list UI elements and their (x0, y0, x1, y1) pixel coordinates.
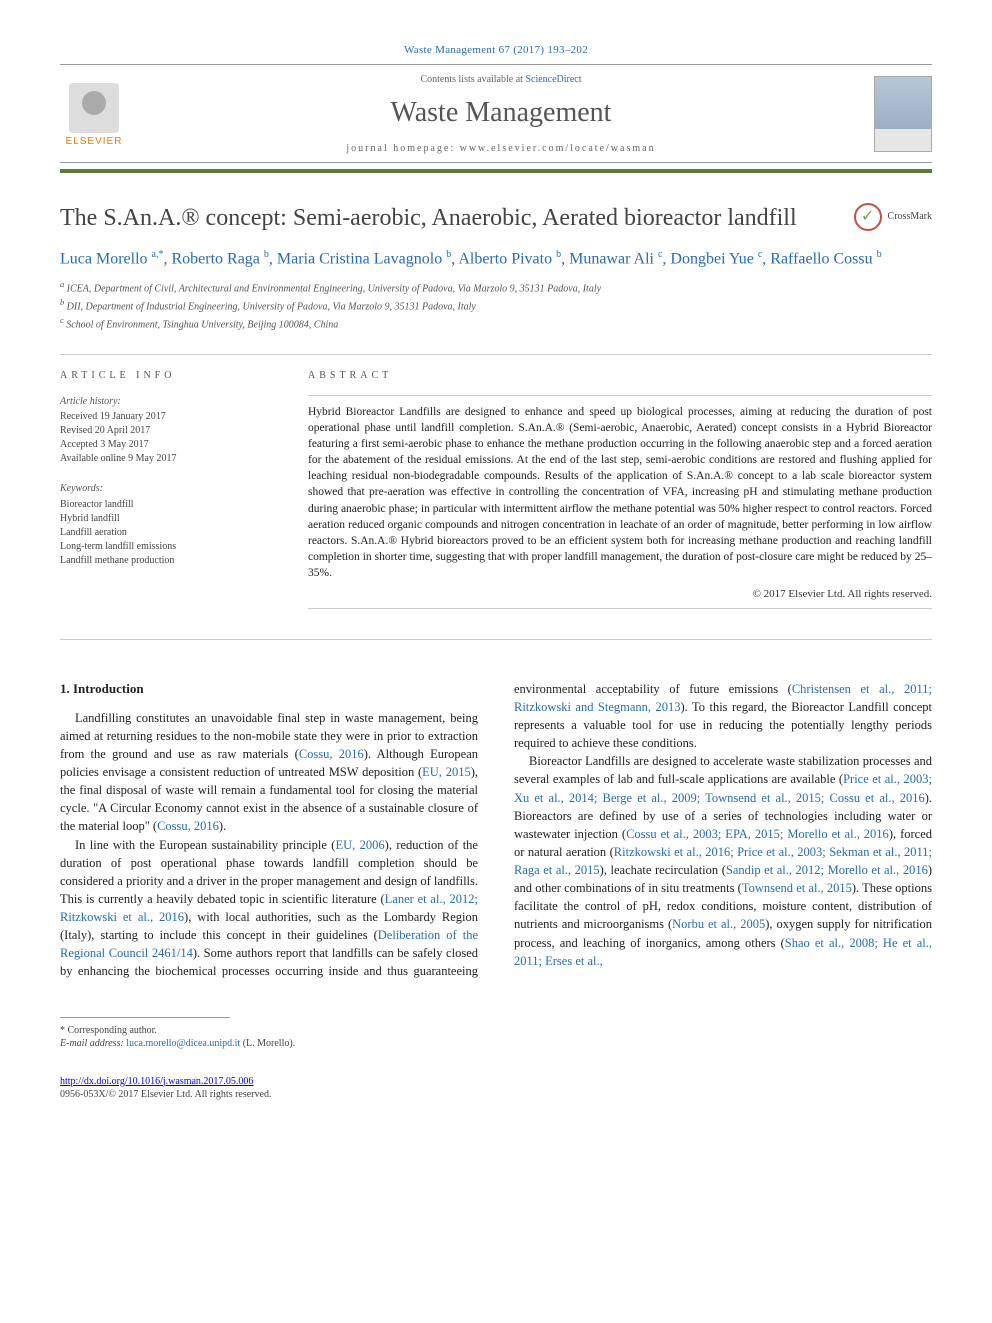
body-columns: 1. Introduction Landfilling constitutes … (60, 680, 932, 981)
section-heading-intro: 1. Introduction (60, 680, 478, 699)
ref-link[interactable]: Cossu, 2016 (299, 747, 364, 761)
intro-p1: Landfilling constitutes an unavoidable f… (60, 709, 478, 836)
ref-link[interactable]: Cossu, 2016 (157, 819, 219, 833)
crossmark-badge[interactable]: ✓ CrossMark (854, 203, 932, 231)
email-link[interactable]: luca.morello@dicea.unipd.it (126, 1038, 240, 1049)
accent-bar (60, 169, 932, 173)
elsevier-logo: ELSEVIER (60, 80, 128, 148)
email-label: E-mail address: (60, 1038, 126, 1049)
abstract-heading: ABSTRACT (308, 369, 932, 383)
corresponding-label: * Corresponding author. (60, 1024, 932, 1038)
ref-link[interactable]: Norbu et al., 2005 (672, 917, 765, 931)
journal-name: Waste Management (140, 94, 862, 132)
ref-link[interactable]: Sandip et al., 2012; Morello et al., 201… (726, 863, 928, 877)
corresponding-author-block: * Corresponding author. E-mail address: … (60, 1017, 932, 1051)
separator-body (60, 639, 932, 640)
intro-p3: Bioreactor Landfills are designed to acc… (514, 752, 932, 970)
ref-link[interactable]: Townsend et al., 2015 (742, 881, 852, 895)
crossmark-label: CrossMark (888, 210, 932, 224)
abstract-text: Hybrid Bioreactor Landfills are designed… (308, 404, 932, 581)
ref-link[interactable]: EU, 2015 (422, 765, 471, 779)
journal-homepage: journal homepage: www.elsevier.com/locat… (140, 142, 862, 156)
citation-line: Waste Management 67 (2017) 193–202 (404, 44, 588, 56)
affiliations: a ICEA, Department of Civil, Architectur… (60, 279, 932, 332)
elsevier-tree-icon (69, 83, 119, 133)
history-lines: Received 19 January 2017Revised 20 April… (60, 410, 260, 466)
contents-pre: Contents lists available at (420, 74, 525, 85)
journal-header: ELSEVIER Contents lists available at Sci… (60, 64, 932, 163)
journal-cover-thumb (874, 76, 932, 152)
crossmark-icon: ✓ (854, 203, 882, 231)
abstract-rule-bottom (308, 608, 932, 609)
elsevier-label: ELSEVIER (66, 135, 123, 149)
article-title: The S.An.A.® concept: Semi-aerobic, Anae… (60, 203, 834, 233)
ref-link[interactable]: Cossu et al., 2003; EPA, 2015; Morello e… (626, 827, 889, 841)
email-suffix: (L. Morello). (240, 1038, 295, 1049)
abstract-rule (308, 395, 932, 396)
article-info-heading: ARTICLE INFO (60, 369, 260, 383)
history-heading: Article history: (60, 395, 260, 409)
header-bar: Waste Management 67 (2017) 193–202 (60, 40, 932, 58)
article-info-col: ARTICLE INFO Article history: Received 1… (60, 369, 260, 608)
abstract-col: ABSTRACT Hybrid Bioreactor Landfills are… (308, 369, 932, 608)
sciencedirect-link[interactable]: ScienceDirect (525, 74, 581, 85)
keywords-list: Bioreactor landfillHybrid landfillLandfi… (60, 498, 260, 568)
abstract-copyright: © 2017 Elsevier Ltd. All rights reserved… (308, 587, 932, 602)
keywords-heading: Keywords: (60, 482, 260, 496)
doi-link[interactable]: http://dx.doi.org/10.1016/j.wasman.2017.… (60, 1076, 253, 1087)
authors-line: Luca Morello a,*, Roberto Raga b, Maria … (60, 247, 932, 271)
copyright-footer: 0956-053X/© 2017 Elsevier Ltd. All right… (60, 1088, 932, 1102)
contents-line: Contents lists available at ScienceDirec… (140, 73, 862, 87)
separator (60, 354, 932, 355)
footer-rule (60, 1017, 230, 1018)
doi-line: http://dx.doi.org/10.1016/j.wasman.2017.… (60, 1075, 932, 1089)
ref-link[interactable]: EU, 2006 (335, 838, 384, 852)
